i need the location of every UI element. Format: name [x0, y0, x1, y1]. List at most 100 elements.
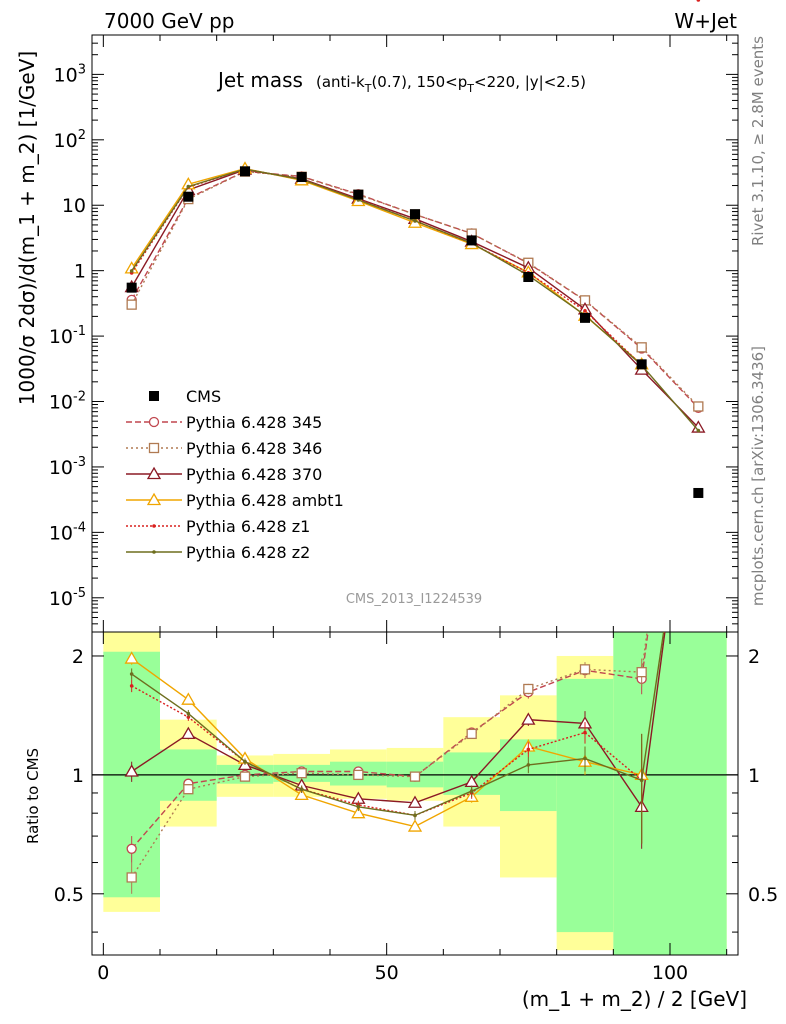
square-marker	[636, 667, 647, 678]
y-tick-label: 10-1	[49, 324, 86, 348]
ratio-y-tick-label: 2	[72, 646, 84, 668]
triangle-marker	[407, 819, 423, 832]
legend-item: Pythia 6.428 346	[126, 439, 322, 458]
cms-data-point	[466, 235, 477, 246]
axes: 10-5 10-4 10-3 10-2 10-1 1 10 102 103 0.5 0.5 1 1 2 2 0…	[49, 34, 778, 984]
ratio-series-point	[466, 728, 477, 740]
ratio-y-tick-label-right: 1	[748, 765, 760, 787]
triangle-marker	[124, 764, 139, 777]
ratio-series-point	[636, 667, 647, 678]
series-line	[131, 168, 643, 366]
ratio-series-point	[469, 789, 474, 793]
dot-marker	[129, 672, 134, 676]
y-tick-label: 10-3	[49, 455, 86, 479]
legend-label: Pythia 6.428 ambt1	[186, 491, 344, 510]
square-marker	[126, 299, 137, 310]
series-line	[131, 170, 699, 407]
legend-label: Pythia 6.428 z2	[186, 543, 310, 562]
cms-data-point	[240, 166, 250, 177]
y-tick-label: 102	[54, 128, 86, 152]
triangle-marker	[146, 466, 162, 480]
legend-swatch-marker	[146, 466, 162, 480]
series-point	[583, 309, 587, 313]
data-marker	[240, 166, 250, 177]
legend-label: Pythia 6.428 z1	[186, 517, 310, 536]
ratio-y-tick-label: 0.5	[54, 884, 84, 906]
data-marker	[636, 359, 647, 370]
ratio-series-point	[523, 683, 534, 695]
dot-marker	[356, 805, 361, 809]
dot-marker	[526, 763, 531, 767]
data-marker	[410, 209, 420, 220]
ratio-series-point	[296, 768, 307, 779]
y-tick-label: 1	[74, 261, 86, 283]
header-right-label: W+Jet	[674, 9, 737, 33]
ratio-series-point	[351, 805, 366, 819]
ratio-series-point	[294, 787, 309, 801]
legend-item: Pythia 6.428 345	[126, 413, 322, 432]
ratio-series-line	[131, 631, 648, 878]
square-marker	[239, 771, 251, 782]
circle-marker	[148, 416, 160, 428]
legend-item: Pythia 6.428 ambt1	[126, 491, 344, 510]
ratio-panel-frame	[91, 631, 739, 956]
dot-marker	[696, 428, 701, 433]
header-left-label: 7000 GeV pp	[104, 9, 235, 33]
rivet-version-label: Rivet 3.1.10, ≥ 2.8M events	[749, 36, 767, 246]
series-point	[636, 342, 647, 353]
square-marker	[409, 771, 421, 782]
legend-swatch-marker	[152, 550, 156, 554]
triangle-marker	[407, 795, 423, 808]
ratio-series-point	[526, 763, 531, 767]
legend-label: Pythia 6.428 346	[186, 439, 322, 458]
triangle-marker	[351, 805, 366, 819]
series-point	[126, 299, 137, 310]
legend-item: Pythia 6.428 z2	[126, 543, 310, 562]
legend-swatch-marker	[152, 524, 156, 528]
dot-marker	[243, 759, 247, 764]
syst-band-inner	[670, 632, 727, 955]
dot-marker	[413, 219, 417, 223]
ratio-series-point	[243, 759, 247, 764]
ratio-series-point	[579, 664, 591, 675]
ratio-series-point	[181, 692, 196, 705]
ratio-series-line	[131, 631, 649, 850]
dot-marker	[129, 684, 134, 688]
cms-data-point	[353, 189, 364, 200]
ratio-series-point	[521, 712, 536, 725]
ratio-series-point	[526, 747, 531, 752]
ratio-series-point	[126, 872, 137, 883]
ratio-series-point	[124, 651, 139, 664]
legend-swatch-cms	[149, 391, 159, 401]
series-point	[186, 184, 191, 189]
ratio-y-tick-label-right: 0.5	[748, 884, 778, 906]
ratio-y-axis-label: Ratio to CMS	[24, 748, 42, 844]
series-point	[696, 0, 701, 2]
ratio-series-point	[181, 726, 196, 740]
legend-label: Pythia 6.428 370	[186, 465, 322, 484]
triangle-marker	[181, 726, 196, 740]
ratio-series-point	[129, 684, 134, 688]
data-marker	[296, 172, 307, 183]
ratio-series-point	[124, 764, 139, 777]
main-panel-series	[126, 0, 706, 498]
ratio-series-point	[407, 795, 423, 808]
x-tick-label: 50	[375, 962, 399, 984]
x-axis-label: (m_1 + m_2) / 2 [GeV]	[522, 987, 747, 1011]
data-marker	[466, 235, 477, 246]
triangle-marker	[124, 651, 139, 664]
legend-swatch-marker	[148, 442, 160, 454]
data-marker	[149, 391, 159, 401]
y-tick-label: 10-4	[49, 520, 86, 544]
dot-marker	[583, 756, 587, 761]
dot-marker	[152, 524, 156, 528]
y-tick-label: 10	[62, 195, 86, 217]
dot-marker	[152, 550, 156, 554]
ratio-series-point	[639, 778, 644, 782]
legend-item-cms: CMS	[149, 387, 221, 406]
series-point	[693, 401, 704, 412]
dot-marker	[469, 789, 474, 793]
data-marker	[580, 312, 590, 323]
cms-data-point	[183, 191, 194, 202]
mcplots-label: mcplots.cern.ch [arXiv:1306.3436]	[749, 346, 767, 606]
